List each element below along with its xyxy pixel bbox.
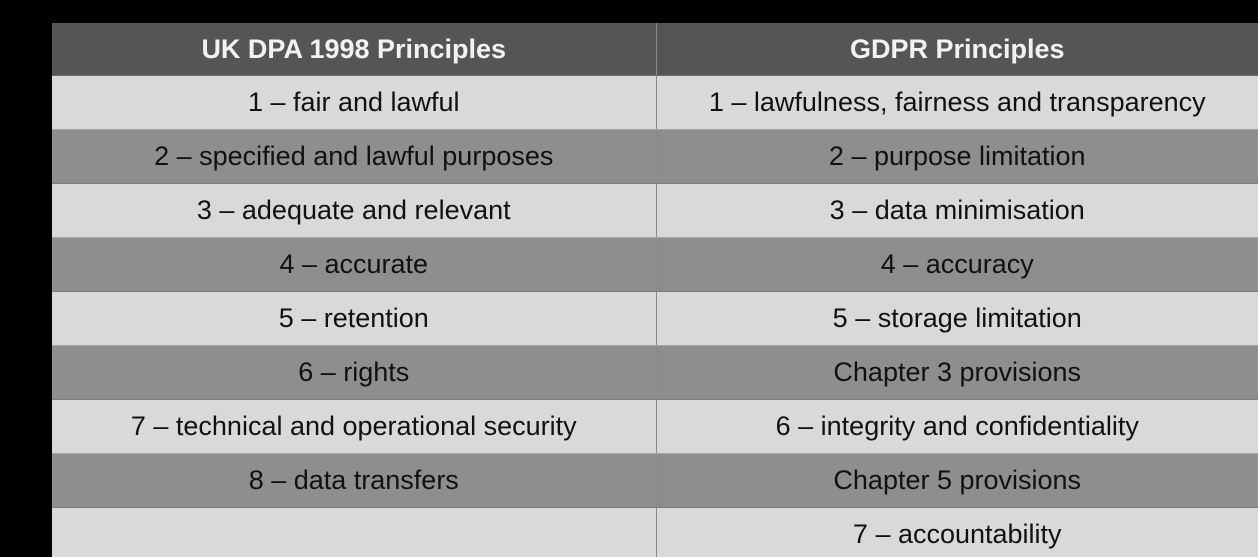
gdpr-principle-cell: 1 – lawfulness, fairness and transparenc… <box>656 75 1258 130</box>
gdpr-principle-cell: 2 – purpose limitation <box>656 129 1258 184</box>
table-row: 7 – accountability <box>52 507 1258 557</box>
gdpr-principle-cell: 5 – storage limitation <box>656 291 1258 346</box>
uk-dpa-principle-cell: 7 – technical and operational security <box>52 399 657 454</box>
gdpr-principle-cell: 4 – accuracy <box>656 237 1258 292</box>
comparison-table-container: UK DPA 1998 Principles GDPR Principles 1… <box>52 23 1258 557</box>
uk-dpa-principle-cell: 2 – specified and lawful purposes <box>52 129 657 184</box>
table-row: 1 – fair and lawful 1 – lawfulness, fair… <box>52 75 1258 130</box>
gdpr-principle-cell: 6 – integrity and confidentiality <box>656 399 1258 454</box>
table-row: 2 – specified and lawful purposes 2 – pu… <box>52 129 1258 184</box>
gdpr-principle-cell: Chapter 5 provisions <box>656 453 1258 508</box>
table-header-row: UK DPA 1998 Principles GDPR Principles <box>52 23 1258 76</box>
table-row: 4 – accurate 4 – accuracy <box>52 237 1258 292</box>
table-row: 8 – data transfers Chapter 5 provisions <box>52 453 1258 508</box>
gdpr-principle-cell: 3 – data minimisation <box>656 183 1258 238</box>
gdpr-principle-cell: Chapter 3 provisions <box>656 345 1258 400</box>
uk-dpa-principle-cell: 6 – rights <box>52 345 657 400</box>
uk-dpa-principle-cell: 1 – fair and lawful <box>52 75 657 130</box>
uk-dpa-principle-cell: 3 – adequate and relevant <box>52 183 657 238</box>
column-header-gdpr: GDPR Principles <box>656 23 1258 76</box>
column-header-uk-dpa: UK DPA 1998 Principles <box>52 23 657 76</box>
uk-dpa-principle-cell: 4 – accurate <box>52 237 657 292</box>
uk-dpa-principle-cell <box>52 507 657 557</box>
table-row: 5 – retention 5 – storage limitation <box>52 291 1258 346</box>
uk-dpa-principle-cell: 5 – retention <box>52 291 657 346</box>
table-row: 3 – adequate and relevant 3 – data minim… <box>52 183 1258 238</box>
uk-dpa-principle-cell: 8 – data transfers <box>52 453 657 508</box>
principles-comparison-table: UK DPA 1998 Principles GDPR Principles 1… <box>52 23 1258 557</box>
table-row: 6 – rights Chapter 3 provisions <box>52 345 1258 400</box>
table-row: 7 – technical and operational security 6… <box>52 399 1258 454</box>
gdpr-principle-cell: 7 – accountability <box>656 507 1258 557</box>
